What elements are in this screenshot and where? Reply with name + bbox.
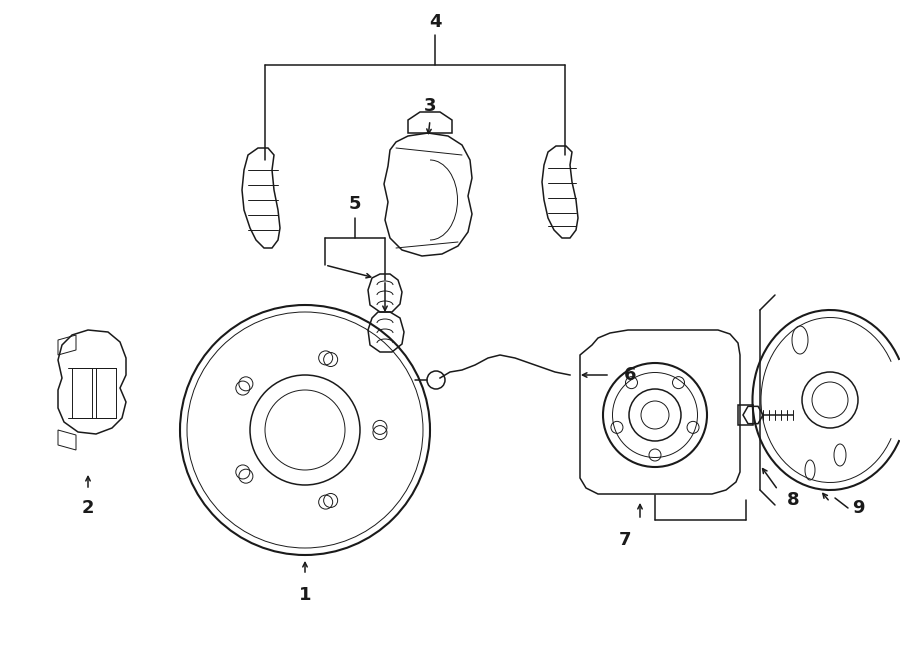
Text: 2: 2 [82,499,94,517]
Text: 5: 5 [349,195,361,213]
Text: 4: 4 [428,13,441,31]
Text: 3: 3 [424,97,436,115]
Text: 8: 8 [787,491,799,509]
Text: 9: 9 [851,499,864,517]
Text: 7: 7 [619,531,631,549]
Circle shape [427,371,445,389]
Text: 6: 6 [624,366,636,384]
Text: 1: 1 [299,586,311,604]
